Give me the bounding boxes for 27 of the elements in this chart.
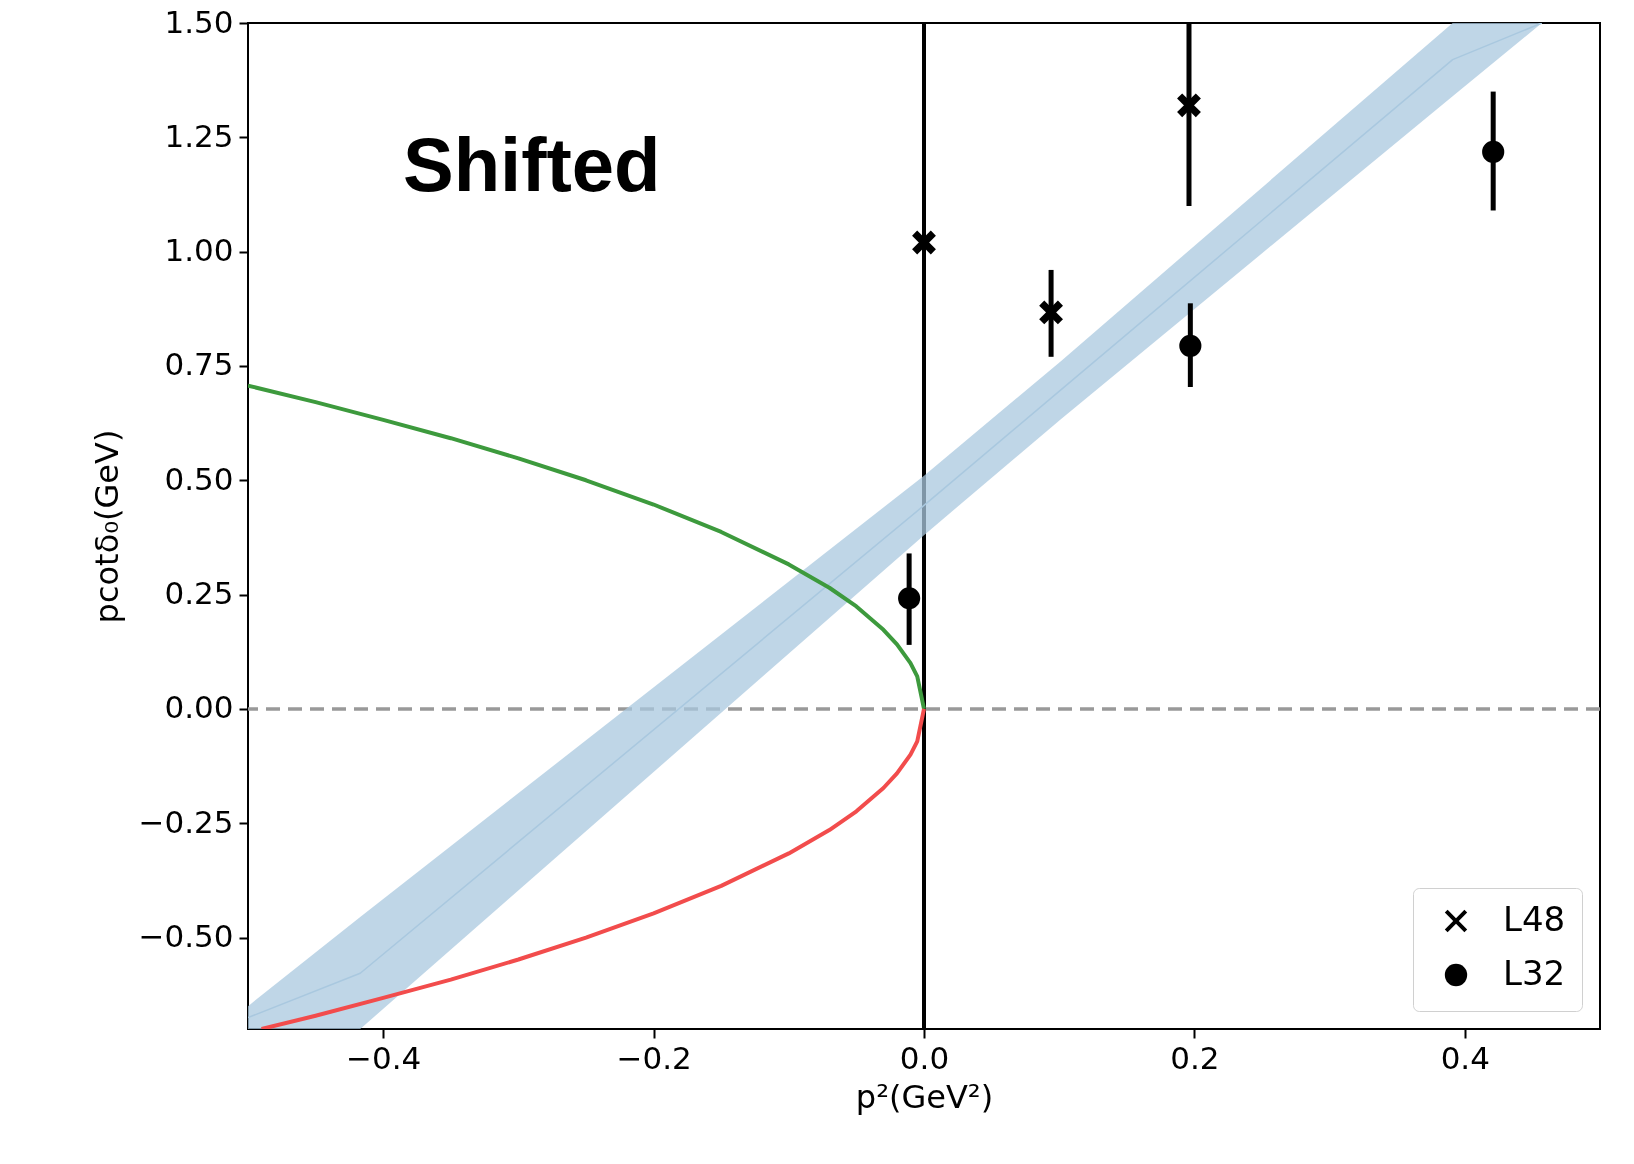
y-tick-label: 0.75 (164, 346, 234, 383)
y-tick-label: 0.25 (164, 575, 234, 612)
line-series (259, 706, 926, 1029)
x-tick-label: −0.2 (616, 1039, 692, 1076)
point (1482, 140, 1505, 164)
x-tick-label: −0.4 (346, 1039, 422, 1076)
point (1040, 301, 1063, 324)
y-tick-label: −0.50 (138, 918, 234, 955)
y-tick-label: 1.50 (164, 3, 234, 40)
legend-label: L32 (1503, 953, 1566, 993)
annotation: Shifted (403, 122, 661, 207)
point (1177, 94, 1201, 117)
y-tick-label: −0.25 (138, 803, 234, 840)
legend-label: L48 (1503, 899, 1566, 939)
y-tick-label: 0.00 (164, 689, 234, 726)
x-tick-label: 0.0 (899, 1039, 950, 1076)
x-tick-label: 0.2 (1170, 1039, 1220, 1076)
line-series (248, 383, 926, 711)
x-tick-label: 0.4 (1440, 1039, 1490, 1076)
y-axis-title: pcotδ₀(GeV) (87, 429, 126, 624)
point (898, 587, 921, 610)
y-tick-label: 1.00 (164, 232, 234, 269)
point (1179, 334, 1202, 357)
y-tick-label: 0.50 (164, 460, 234, 497)
x-axis-title: p²(GeV²) (855, 1077, 994, 1116)
point (912, 231, 936, 254)
y-tick-label: 1.25 (164, 117, 234, 154)
